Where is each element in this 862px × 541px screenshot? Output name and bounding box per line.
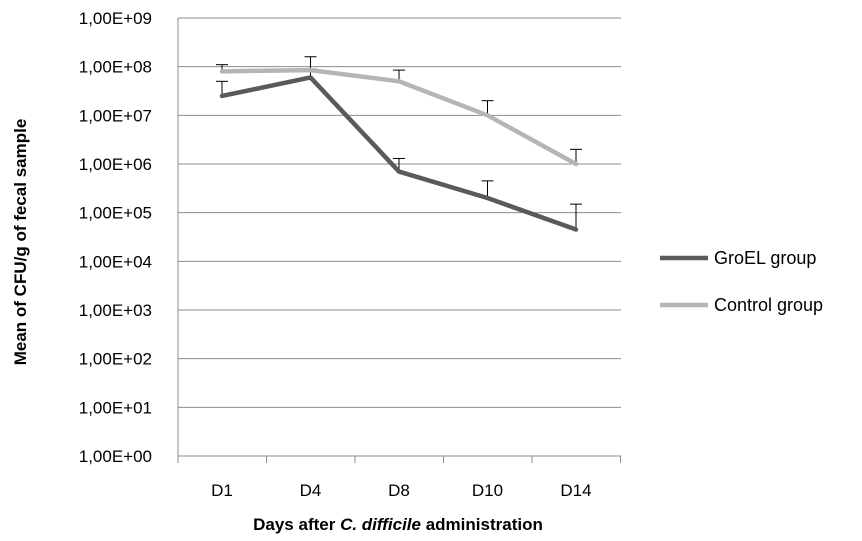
x-tick-label: D8 (388, 481, 410, 500)
y-tick-label: 1,00E+00 (79, 447, 152, 466)
x-axis-title: Days after C. difficile administration (253, 515, 543, 534)
x-tick-label: D14 (560, 481, 591, 500)
y-tick-label: 1,00E+05 (79, 204, 152, 223)
x-tick-label: D1 (211, 481, 233, 500)
y-tick-label: 1,00E+02 (79, 350, 152, 369)
series-line (219, 67, 579, 167)
x-tick-labels: D1 D4 D8 D10 D14 (211, 481, 591, 500)
series-line (219, 75, 579, 232)
x-tick-label: D10 (472, 481, 503, 500)
y-tick-label: 1,00E+03 (79, 301, 152, 320)
y-tick-labels: 1,00E+00 1,00E+01 1,00E+02 1,00E+03 1,00E+04… (79, 9, 152, 466)
legend-label: Control group (714, 295, 823, 315)
x-axis-title-suffix: administration (421, 515, 543, 534)
axes (177, 18, 621, 463)
y-tick-label: 1,00E+04 (79, 252, 152, 271)
legend: GroEL group Control group (660, 248, 823, 315)
x-tick-label: D4 (300, 481, 322, 500)
x-axis-title-prefix: Days after (253, 515, 340, 534)
y-axis-title: Mean of CFU/g of fecal sample (11, 119, 30, 366)
x-axis-title-italic: C. difficile (340, 515, 421, 534)
series-lines (219, 67, 579, 232)
y-tick-label: 1,00E+07 (79, 106, 152, 125)
y-tick-label: 1,00E+09 (79, 9, 152, 28)
y-tick-label: 1,00E+08 (79, 58, 152, 77)
legend-label: GroEL group (714, 248, 816, 268)
y-tick-label: 1,00E+01 (79, 398, 152, 417)
y-tick-label: 1,00E+06 (79, 155, 152, 174)
